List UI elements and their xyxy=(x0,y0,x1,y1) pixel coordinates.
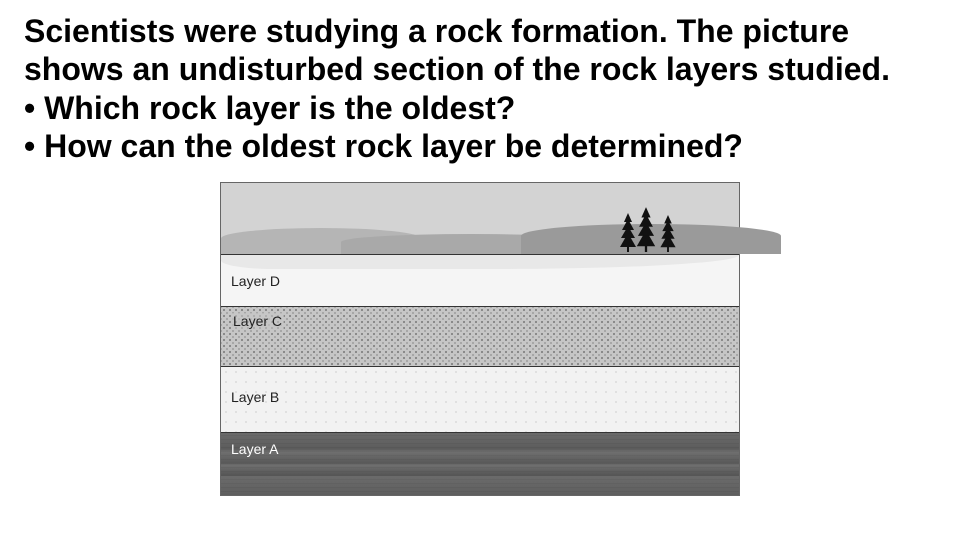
layer-b: Layer B xyxy=(221,367,739,433)
layer-d: Layer D xyxy=(221,255,739,307)
question-text-block: Scientists were studying a rock formatio… xyxy=(0,0,960,174)
tree-icon xyxy=(658,210,679,252)
layer-b-label: Layer B xyxy=(231,389,279,405)
tree-icon xyxy=(633,201,658,252)
layer-a-label: Layer A xyxy=(231,441,278,457)
intro-line-2: shows an undisturbed section of the rock… xyxy=(24,50,936,88)
intro-line-1: Scientists were studying a rock formatio… xyxy=(24,12,936,50)
layer-c-label: Layer C xyxy=(231,313,284,329)
layer-a: Layer A xyxy=(221,433,739,495)
bullet-2: • How can the oldest rock layer be deter… xyxy=(24,127,936,165)
layer-d-label: Layer D xyxy=(231,273,280,289)
bullet-1: • Which rock layer is the oldest? xyxy=(24,89,936,127)
sky-region xyxy=(221,183,739,255)
layer-c: Layer C xyxy=(221,307,739,367)
rock-layers-diagram: Layer D Layer C Layer B Layer A xyxy=(220,182,740,496)
